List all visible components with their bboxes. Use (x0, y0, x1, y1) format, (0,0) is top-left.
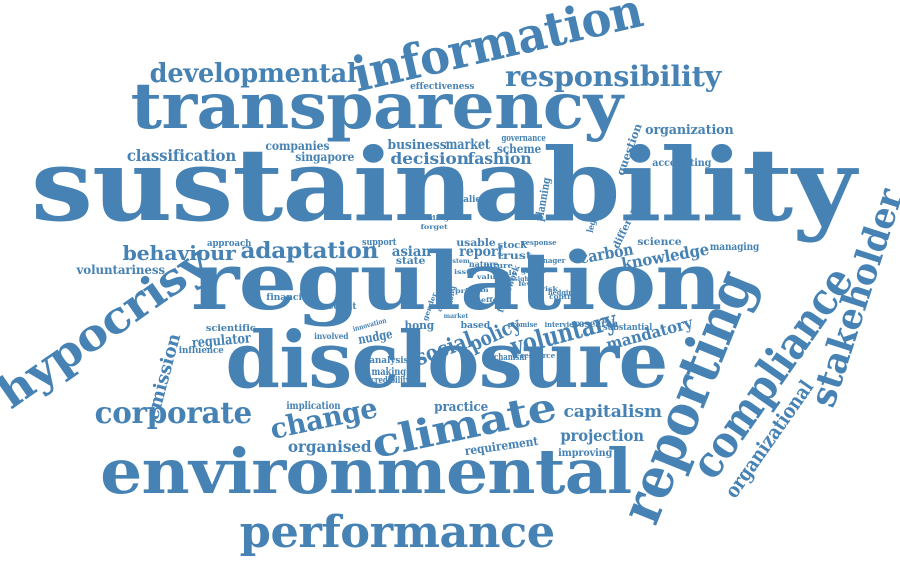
cloud-word-performance: performance (240, 506, 556, 558)
cloud-word-support: support (362, 238, 397, 249)
cloud-word-financial: financial (266, 293, 312, 304)
cloud-word-risk: risk (540, 285, 558, 293)
cloud-word-market: market (445, 137, 490, 154)
cloud-word-accounting: accounting (651, 157, 712, 169)
cloud-word-future: future (483, 261, 513, 271)
cloud-word-forget: forget (420, 223, 448, 231)
cloud-word-scale: scale (494, 269, 518, 277)
cloud-word-managing: managing (709, 241, 760, 253)
cloud-word-regulation: regulation (190, 234, 723, 328)
cloud-word-sustainability: sustainability (30, 126, 856, 244)
cloud-word-governance: governance (501, 134, 546, 145)
cloud-word-stock: stock (497, 241, 527, 252)
cloud-word-hedging: hedging (547, 288, 578, 298)
cloud-word-approach: approach (207, 239, 252, 250)
cloud-word-projection: projection (560, 426, 644, 446)
cloud-word-global: global (520, 267, 546, 275)
cloud-word-based: based (461, 321, 491, 332)
cloud-word-price: price (455, 287, 479, 295)
cloud-word-fashion: fashion (467, 149, 532, 169)
cloud-word-implication: implication (286, 400, 341, 412)
cloud-word-corporate: corporate (94, 395, 253, 431)
cloud-word-adaptation: adaptation (240, 237, 378, 264)
cloud-word-account: account (316, 302, 357, 313)
cloud-word-saliency: saliency (458, 195, 498, 206)
cloud-word-usable: usable (456, 237, 496, 249)
cloud-word-singapore: singapore (294, 150, 354, 165)
cloud-word-making: making (371, 366, 406, 378)
cloud-word-classification: classification (126, 146, 237, 166)
cloud-word-value: value (477, 273, 501, 281)
cloud-word-credibility: credibility (370, 376, 411, 387)
cloud-word-effect: effect (480, 296, 506, 304)
cloud-word-decision: decision (390, 149, 469, 169)
cloud-word-resource: resource (520, 351, 555, 361)
cloud-word-organization: organization (644, 122, 734, 138)
cloud-word-firm: firm (469, 286, 489, 294)
cloud-word-system: system (445, 257, 471, 265)
cloud-word-interview: interview (544, 320, 579, 330)
cloud-word-business: business (387, 137, 447, 153)
cloud-word-response: response (522, 238, 557, 248)
cloud-word-market: market (443, 312, 469, 320)
cloud-word-capitalism: capitalism (563, 401, 663, 422)
cloud-word-control: control (549, 292, 579, 302)
cloud-word-companies: companies (265, 139, 330, 154)
cloud-word-voluntariness: voluntariness (77, 263, 166, 278)
cloud-word-trust: trust (497, 250, 533, 262)
cloud-word-state: state (396, 255, 426, 267)
cloud-word-insight: insight (507, 275, 533, 283)
cloud-word-effectiveness: effectiveness (410, 82, 475, 93)
cloud-word-scheme: scheme (496, 142, 541, 157)
cloud-word-report: report (459, 244, 504, 261)
cloud-word-research: research (573, 318, 618, 330)
cloud-word-manager: manager (530, 256, 566, 266)
cloud-word-involved: involved (314, 330, 349, 341)
cloud-word-promise: promise (507, 320, 538, 330)
cloud-word-level: level (518, 280, 540, 288)
cloud-word-asian: asian (391, 244, 432, 261)
cloud-word-responsibility: responsibility (505, 59, 722, 93)
cloud-word-behaviour: behaviour (122, 241, 236, 265)
cloud-word-mechanism: mechanism (482, 353, 527, 364)
cloud-word-finding: finding (418, 214, 450, 222)
cloud-word-nature: nature (468, 258, 499, 269)
cloud-word-transparency: transparency (130, 68, 623, 144)
cloud-word-practice: practice (434, 399, 489, 415)
cloud-word-science: science (637, 236, 682, 248)
cloud-word-organised: organised (287, 437, 372, 457)
cloud-word-hong: hong (404, 318, 435, 332)
cloud-word-disclosure: disclosure (225, 315, 668, 407)
cloud-word-analysis: analysis (368, 356, 409, 367)
cloud-word-improving: improving (558, 447, 613, 459)
cloud-word-scientific: scientific (205, 324, 256, 335)
cloud-word-environmental: environmental (100, 434, 632, 508)
cloud-word-issue: issue (454, 268, 478, 276)
cloud-word-influence: influence (178, 346, 224, 357)
cloud-word-developmental: developmental (149, 58, 357, 89)
cloud-word-substantial: substantial (602, 323, 653, 334)
